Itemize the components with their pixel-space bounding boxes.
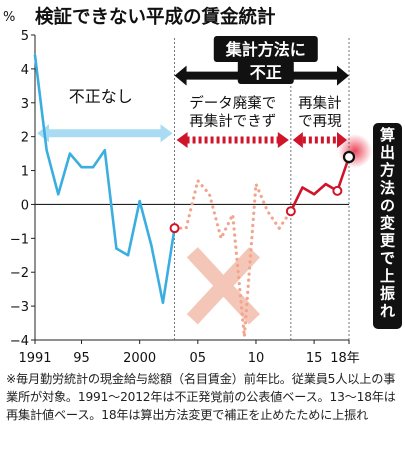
y-unit-label: % (3, 10, 15, 25)
period3-arrowhead (337, 132, 347, 149)
x-tick-label: 15 (306, 351, 323, 366)
data-point (80, 165, 83, 169)
point-marker (332, 185, 343, 196)
x-tick-label: 10 (248, 351, 265, 366)
side-label-char: れ (380, 302, 395, 320)
period2-arrowhead (277, 132, 289, 149)
data-point (68, 152, 72, 155)
side-label-box (373, 123, 402, 329)
data-point (91, 165, 95, 169)
period2-label: 再集計できず (189, 113, 276, 130)
chart-title: 検証できない平成の賃金統計 (35, 6, 276, 28)
side-label-char: 上 (380, 267, 395, 285)
series-line-2 (172, 179, 281, 339)
side-label-char: で (380, 249, 395, 267)
data-point (103, 149, 106, 152)
top-banner-text: 不正 (250, 63, 282, 82)
y-tick-label: −2 (10, 266, 29, 281)
period2-label: データ廃棄で (189, 94, 276, 112)
data-point (138, 199, 141, 203)
data-point (197, 180, 199, 182)
data-point (150, 243, 153, 247)
y-tick-label: 2 (21, 131, 29, 146)
point-marker (169, 223, 180, 234)
cross-mark (186, 247, 260, 325)
period3-arrowhead (292, 132, 303, 149)
point-marker (342, 150, 356, 164)
data-point (57, 193, 60, 196)
data-point (185, 227, 187, 229)
x-tick-label: 2000 (123, 351, 156, 366)
x-tick-label: 95 (73, 351, 90, 366)
side-label-char: の (380, 196, 395, 214)
side-label-char: 変 (380, 214, 395, 232)
x-tick-label: 18年 (330, 351, 360, 366)
period1-arrow (37, 124, 173, 143)
y-tick-label: −4 (10, 334, 29, 349)
side-label-char: 振 (380, 284, 395, 302)
side-label-char: 方 (380, 161, 395, 179)
data-point (126, 254, 130, 257)
series-line-3 (289, 155, 351, 213)
series-line-1 (33, 54, 165, 305)
data-point (243, 335, 245, 337)
data-point (301, 186, 304, 189)
y-tick-label: 0 (21, 198, 29, 213)
y-tick-label: 4 (21, 63, 29, 78)
data-point (33, 54, 37, 57)
data-point (220, 237, 222, 239)
data-point (324, 182, 327, 186)
data-point (115, 247, 118, 250)
y-tick-label: −3 (10, 300, 29, 315)
x-tick-label: 05 (190, 351, 207, 366)
top-banner-box2 (237, 60, 294, 84)
side-label-char: 出 (380, 144, 395, 162)
data-point (278, 227, 280, 229)
data-point (208, 193, 210, 195)
period2-arrowhead (176, 132, 188, 149)
side-label-char: 更 (380, 232, 396, 250)
period3-label: 再集計 (298, 95, 342, 112)
data-point (45, 149, 48, 152)
data-point (312, 193, 316, 196)
y-tick-label: 3 (21, 97, 29, 112)
period3-label: で再現 (298, 114, 342, 130)
footnote: ※毎月勤労統計の現金給与総額（名目賃金）前年比。従業員5人以上の事業所が対象。1… (6, 372, 396, 422)
point-marker (285, 206, 296, 217)
series-connector (161, 227, 176, 303)
period1-label: 不正なし (69, 87, 133, 106)
top-banner-box1 (213, 36, 318, 62)
side-label-char: 算 (380, 126, 395, 144)
x-tick-label: 1991 (18, 351, 51, 366)
data-point (255, 183, 257, 185)
side-label-char: 法 (380, 179, 395, 197)
y-tick-label: 1 (21, 165, 29, 180)
top-banner-text: 集計方法に (225, 40, 306, 59)
data-point (161, 301, 165, 304)
data-point (266, 210, 268, 212)
data-point (232, 213, 234, 215)
y-tick-label: 5 (21, 29, 29, 44)
y-tick-label: −1 (10, 232, 29, 247)
